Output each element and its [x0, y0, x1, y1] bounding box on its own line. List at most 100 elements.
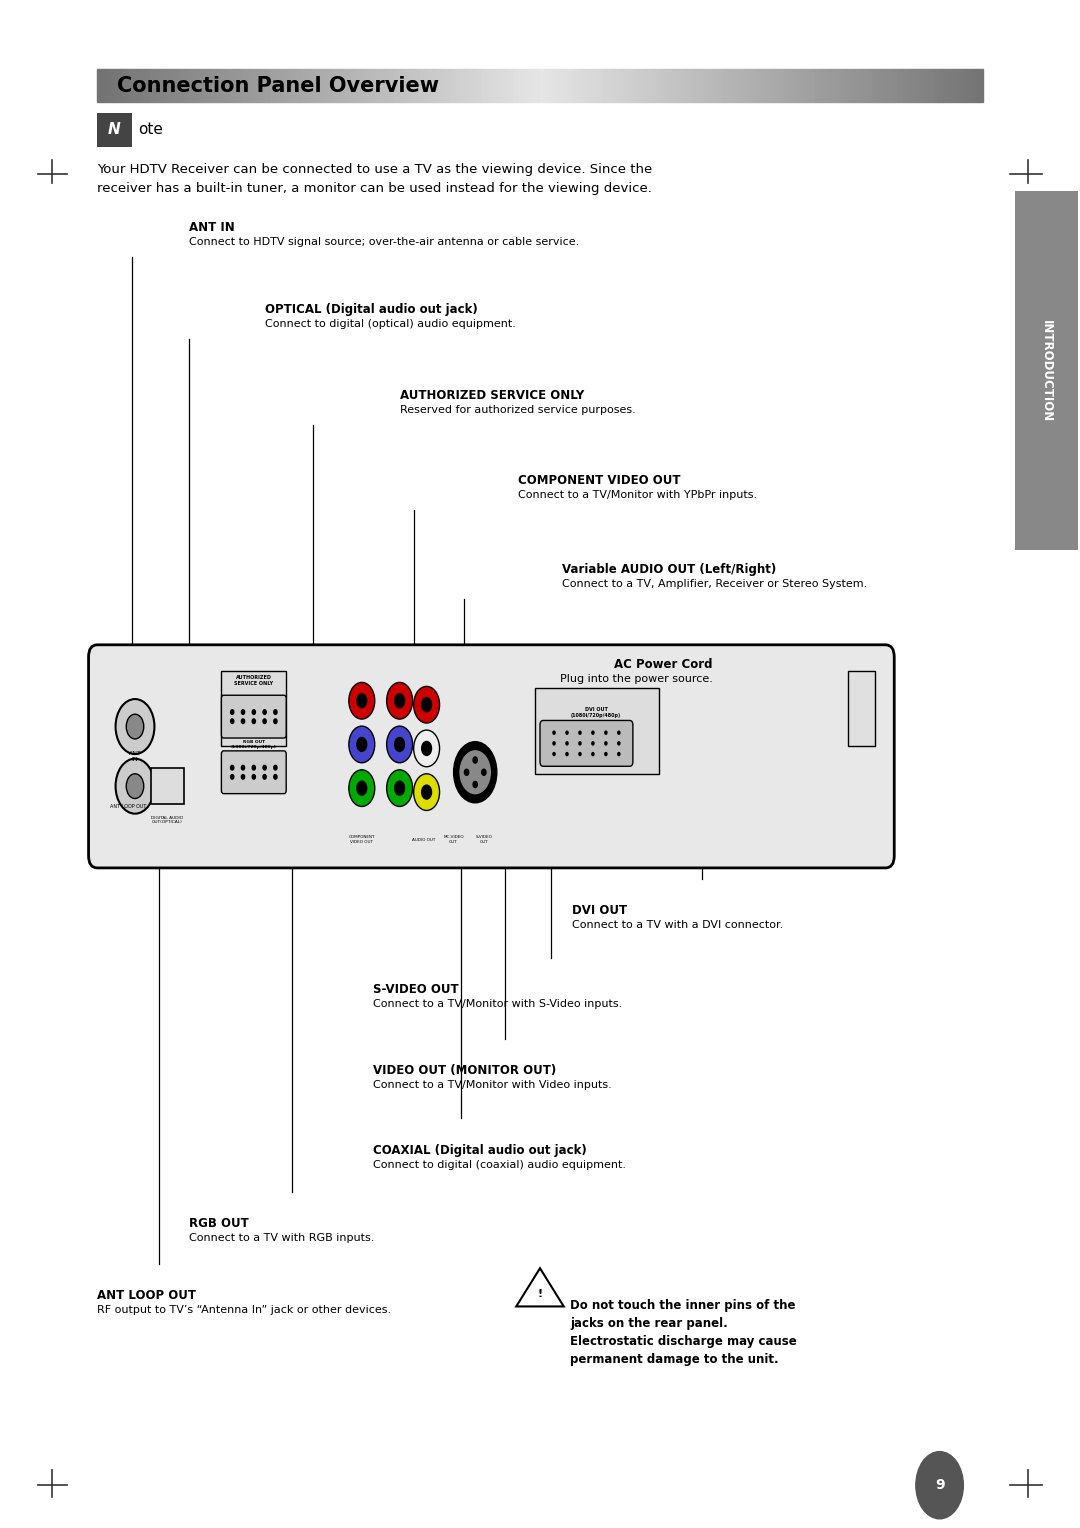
- Circle shape: [605, 753, 607, 756]
- Text: ANT LOOP OUT: ANT LOOP OUT: [97, 1288, 197, 1302]
- Text: Do not touch the inner pins of the
jacks on the rear panel.
Electrostatic discha: Do not touch the inner pins of the jacks…: [570, 1299, 797, 1366]
- Circle shape: [242, 766, 244, 770]
- Bar: [287, 69, 292, 102]
- Bar: [576, 69, 580, 102]
- Bar: [793, 69, 797, 102]
- Bar: [199, 69, 203, 102]
- Bar: [810, 69, 814, 102]
- Circle shape: [605, 743, 607, 746]
- Bar: [966, 69, 970, 102]
- Bar: [713, 69, 717, 102]
- Circle shape: [566, 732, 568, 735]
- Bar: [394, 69, 399, 102]
- Bar: [903, 69, 907, 102]
- Bar: [602, 69, 607, 102]
- Bar: [961, 69, 966, 102]
- Text: S-VIDEO OUT: S-VIDEO OUT: [373, 983, 458, 996]
- Bar: [336, 69, 341, 102]
- Bar: [399, 69, 403, 102]
- Bar: [306, 69, 310, 102]
- Bar: [819, 69, 823, 102]
- Bar: [690, 69, 696, 102]
- Bar: [243, 69, 247, 102]
- Bar: [686, 69, 690, 102]
- Bar: [270, 69, 274, 102]
- Bar: [567, 69, 571, 102]
- Bar: [527, 69, 531, 102]
- Circle shape: [473, 781, 477, 787]
- Bar: [226, 69, 230, 102]
- Circle shape: [242, 720, 244, 724]
- Bar: [106, 69, 110, 102]
- Bar: [350, 69, 354, 102]
- Bar: [536, 69, 540, 102]
- Bar: [850, 69, 854, 102]
- Text: Connect to a TV/Monitor with S-Video inputs.: Connect to a TV/Monitor with S-Video inp…: [373, 999, 622, 1010]
- Text: DVI OUT: DVI OUT: [572, 903, 627, 917]
- Text: COMPONENT VIDEO OUT: COMPONENT VIDEO OUT: [518, 474, 680, 487]
- Circle shape: [264, 766, 267, 770]
- Bar: [523, 69, 527, 102]
- Circle shape: [482, 769, 486, 775]
- Circle shape: [618, 743, 620, 746]
- Bar: [380, 69, 386, 102]
- Bar: [664, 69, 669, 102]
- Text: ANT IN: ANT IN: [189, 220, 234, 234]
- Circle shape: [264, 775, 267, 779]
- Text: MC.VIDEO
OUT: MC.VIDEO OUT: [443, 836, 464, 843]
- Bar: [213, 69, 217, 102]
- Text: Plug into the power source.: Plug into the power source.: [559, 674, 713, 685]
- Bar: [646, 69, 650, 102]
- Bar: [386, 69, 390, 102]
- Bar: [620, 69, 624, 102]
- Bar: [939, 69, 943, 102]
- Bar: [956, 69, 961, 102]
- Circle shape: [460, 750, 490, 793]
- Bar: [283, 69, 287, 102]
- Bar: [633, 69, 637, 102]
- Bar: [951, 69, 956, 102]
- Bar: [784, 69, 788, 102]
- Circle shape: [231, 720, 233, 724]
- Circle shape: [242, 775, 244, 779]
- Bar: [797, 69, 801, 102]
- Bar: [341, 69, 346, 102]
- Text: ANT LOOP OUT: ANT LOOP OUT: [110, 804, 147, 808]
- Bar: [696, 69, 700, 102]
- Polygon shape: [516, 1268, 564, 1306]
- Bar: [164, 69, 168, 102]
- Circle shape: [605, 732, 607, 735]
- FancyBboxPatch shape: [535, 688, 659, 775]
- Bar: [708, 69, 713, 102]
- Bar: [221, 69, 226, 102]
- Bar: [150, 69, 154, 102]
- Bar: [230, 69, 234, 102]
- Bar: [483, 69, 487, 102]
- Bar: [186, 69, 190, 102]
- Bar: [301, 69, 306, 102]
- Text: 9: 9: [935, 1478, 944, 1493]
- Text: AUTHORIZED SERVICE ONLY: AUTHORIZED SERVICE ONLY: [400, 388, 584, 402]
- Bar: [310, 69, 314, 102]
- Bar: [434, 69, 438, 102]
- Bar: [154, 69, 159, 102]
- Circle shape: [126, 773, 144, 799]
- Circle shape: [387, 770, 413, 807]
- Circle shape: [579, 743, 581, 746]
- Circle shape: [553, 753, 555, 756]
- Circle shape: [349, 726, 375, 762]
- Bar: [540, 69, 544, 102]
- Circle shape: [349, 683, 375, 720]
- Bar: [611, 69, 616, 102]
- Bar: [779, 69, 784, 102]
- Circle shape: [566, 753, 568, 756]
- Bar: [650, 69, 656, 102]
- Text: ote: ote: [138, 122, 163, 138]
- Bar: [930, 69, 934, 102]
- Bar: [916, 69, 921, 102]
- Bar: [247, 69, 253, 102]
- Text: RGB OUT
(1080i/720p/480p): RGB OUT (1080i/720p/480p): [231, 740, 276, 749]
- Bar: [774, 69, 779, 102]
- Circle shape: [579, 753, 581, 756]
- Bar: [266, 69, 270, 102]
